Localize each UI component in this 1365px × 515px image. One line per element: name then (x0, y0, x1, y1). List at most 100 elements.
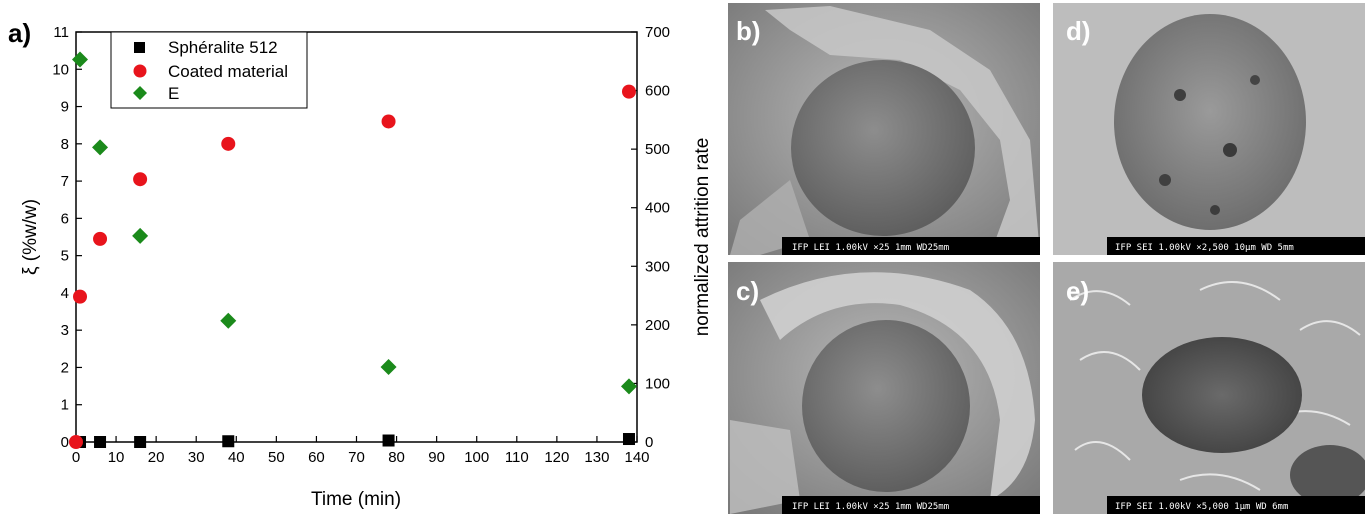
micrograph-b: IFP LEI 1.00kV ×25 1mm WD25mm b) (728, 3, 1040, 255)
x-axis-label: Time (min) (311, 489, 401, 510)
micrograph-b-label: b) (736, 16, 761, 46)
micrograph-e-scale-bar (1107, 496, 1365, 514)
data-point-1-4 (221, 136, 236, 151)
y-tick-label: 5 (61, 248, 69, 265)
x-tick-label: 30 (188, 449, 205, 466)
x-tick-label: 70 (348, 449, 365, 466)
data-point-0-1 (94, 436, 107, 448)
micrograph-d-pore (1223, 143, 1237, 157)
data-point-2-0 (72, 51, 89, 68)
legend-item-spheralite: Sphéralite 512 (168, 38, 278, 57)
micrograph-b-scale-text: IFP LEI 1.00kV ×25 1mm WD25mm (792, 243, 949, 253)
y-tick-label: 3 (61, 322, 69, 339)
y-axis: 0 1 2 3 4 5 6 7 8 9 10 11 (52, 24, 82, 451)
y2-tick-label: 500 (645, 141, 670, 158)
y2-tick-label: 0 (645, 434, 653, 451)
x-tick-label: 20 (148, 449, 165, 466)
micrograph-c-sphere (802, 320, 970, 492)
x-tick-label: 0 (72, 449, 80, 466)
micrograph-d-scale-bar (1107, 237, 1365, 255)
x-tick-label: 40 (228, 449, 245, 466)
data-point-2-3 (220, 312, 237, 329)
micrograph-c-film-fragment (730, 420, 800, 514)
micrograph-b-film-fragment (730, 180, 810, 255)
legend-item-coated: Coated material (168, 62, 288, 81)
micrograph-c-scale-bar (782, 496, 1040, 514)
data-point-1-1 (73, 289, 88, 304)
data-point-2-2 (132, 227, 149, 244)
x-tick-label: 60 (308, 449, 325, 466)
panel-a-label: a) (8, 18, 31, 48)
x-tick-label: 100 (464, 449, 489, 466)
data-point-1-5 (381, 114, 396, 129)
x-tick-label: 130 (584, 449, 609, 466)
x-tick-label: 140 (624, 449, 649, 466)
micrograph-b-scale-bar (782, 237, 1040, 255)
x-axis: 0 10 20 30 40 50 60 70 80 90 100 110 120 130 140 (72, 436, 650, 466)
y-tick-label: 11 (53, 24, 69, 41)
micrograph-d-pore (1174, 89, 1186, 101)
data-point-1-6 (621, 84, 636, 99)
micrograph-c-label: c) (736, 276, 759, 306)
data-point-2-4 (380, 359, 397, 376)
data-point-2-1 (92, 139, 109, 156)
y2-tick-label: 100 (645, 375, 670, 392)
x-tick-label: 110 (505, 449, 529, 466)
y-tick-label: 8 (61, 136, 69, 153)
micrograph-b-wrinkled-film (765, 6, 1040, 255)
y2-axis-label: normalized attrition rate (692, 138, 713, 337)
y2-tick-label: 400 (645, 200, 670, 217)
micrograph-e-aggregate (1142, 337, 1302, 453)
micrograph-c-scale-text: IFP LEI 1.00kV ×25 1mm WD25mm (792, 502, 949, 512)
data-point-0-3 (222, 435, 235, 448)
x-tick-label: 90 (428, 449, 445, 466)
micrograph-d-pore (1250, 75, 1260, 85)
y-axis-label: ξ (%w/w) (20, 199, 41, 275)
data-point-1-3 (133, 172, 148, 187)
micrograph-c: IFP LEI 1.00kV ×25 1mm WD25mm c) (728, 262, 1040, 514)
legend-marker-spheralite (134, 42, 145, 53)
chart-panel-a: a) 0 10 20 30 40 50 60 70 80 90 100 110 120 130 140 01… (8, 18, 713, 510)
data-point-1-0 (69, 435, 83, 449)
x-tick-label: 10 (108, 449, 125, 466)
data-point-2-5 (620, 378, 637, 395)
data-point-1-2 (93, 231, 108, 246)
y2-tick-label: 700 (645, 24, 670, 41)
x-tick-label: 50 (268, 449, 285, 466)
y-tick-label: 2 (61, 359, 69, 376)
legend-marker-e (133, 86, 147, 100)
micrograph-d-pore (1159, 174, 1171, 186)
y-tick-label: 6 (61, 210, 69, 227)
micrograph-e: IFP SEI 1.00kV ×5,000 1μm WD 6mm e) (1053, 262, 1365, 514)
micrograph-d-scale-text: IFP SEI 1.00kV ×2,500 10μm WD 5mm (1115, 243, 1294, 253)
data-point-0-2 (134, 436, 147, 448)
y2-tick-label: 600 (645, 83, 670, 100)
micrograph-d-particle (1114, 14, 1306, 230)
micrograph-b-sphere (791, 60, 975, 236)
y2-axis: 0 100 200 300 400 500 600 700 (631, 24, 670, 451)
micrograph-e-wrinkles (1069, 281, 1361, 491)
data-point-0-5 (622, 433, 635, 446)
y2-tick-label: 300 (645, 258, 670, 275)
x-tick-label: 80 (388, 449, 405, 466)
y-tick-label: 1 (61, 397, 69, 414)
micrograph-e-scale-text: IFP SEI 1.00kV ×5,000 1μm WD 6mm (1115, 502, 1288, 512)
micrograph-c-wrinkled-film (760, 272, 1035, 500)
data-point-0-4 (382, 434, 395, 447)
y-tick-label: 0 (61, 434, 69, 451)
x-tick-label: 120 (544, 449, 569, 466)
y-tick-label: 9 (61, 99, 69, 116)
legend-item-e: E (168, 84, 179, 103)
micrograph-e-aggregate-small (1290, 445, 1365, 505)
micrograph-d-label: d) (1066, 16, 1091, 46)
y-tick-label: 10 (52, 61, 69, 78)
y-tick-label: 4 (61, 285, 69, 302)
data-marks (69, 51, 637, 449)
micrograph-d: IFP SEI 1.00kV ×2,500 10μm WD 5mm d) (1053, 3, 1365, 255)
y2-tick-label: 200 (645, 317, 670, 334)
micrograph-e-label: e) (1066, 276, 1089, 306)
y-tick-label: 7 (61, 173, 69, 190)
legend-marker-coated (133, 64, 147, 78)
legend: Sphéralite 512 Coated material E (110, 31, 308, 109)
